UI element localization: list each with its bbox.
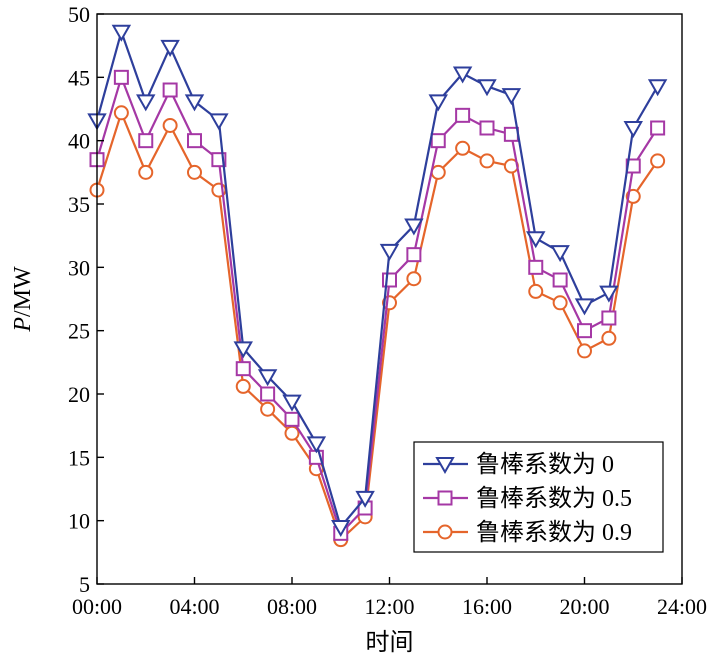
square-marker (552, 272, 568, 288)
circle-marker (552, 295, 568, 311)
circle-marker (284, 425, 300, 441)
ticks-layer: 5 10 15 20 25 30 35 40 45 50 00:00 04:00 08:00 12:00 1… (68, 2, 707, 619)
triangle-marker (355, 490, 375, 508)
triangle-marker (501, 88, 522, 106)
triangle-marker (379, 243, 400, 261)
triangle-marker (623, 121, 643, 139)
triangle-marker (435, 457, 455, 475)
square-marker (437, 490, 453, 506)
triangle-marker (233, 341, 253, 359)
triangle-marker (257, 369, 278, 387)
x-tick-label: 08:00 (267, 594, 317, 619)
x-tick-label: 00:00 (72, 594, 122, 619)
circle-marker (187, 164, 202, 180)
series-line (95, 109, 659, 542)
x-tick-label: 24:00 (657, 594, 707, 619)
square-marker (138, 133, 154, 149)
y-tick-label: 40 (68, 129, 90, 154)
legend-item: 鲁棒系数为 0 (423, 451, 614, 478)
square-marker (284, 411, 300, 427)
triangle-marker (306, 436, 327, 454)
x-axis-label: 时间 (366, 629, 414, 656)
square-marker (113, 69, 129, 85)
triangle-marker (136, 94, 156, 112)
series-line (95, 28, 659, 530)
y-tick-label: 45 (68, 65, 90, 90)
triangle-marker (331, 520, 351, 538)
square-marker (260, 386, 276, 402)
legend-item: 鲁棒系数为 0.5 (423, 485, 632, 512)
square-marker (235, 361, 251, 377)
y-tick-label: 10 (68, 509, 90, 534)
x-tick-label: 16:00 (462, 594, 512, 619)
series-layer (87, 24, 668, 548)
y-axis-label: P/MW (10, 266, 36, 333)
y-tick-label: 20 (68, 382, 90, 407)
square-marker (650, 120, 666, 136)
triangle-marker (184, 94, 205, 112)
x-tick-label: 12:00 (364, 594, 414, 619)
circle-marker (577, 343, 592, 359)
triangle-marker (160, 39, 180, 57)
circle-marker (437, 524, 453, 540)
legend-item: 鲁棒系数为 0.9 (423, 519, 632, 546)
square-marker (455, 107, 471, 123)
legend-label: 鲁棒系数为 0.9 (476, 519, 632, 546)
circle-marker (528, 283, 544, 299)
y-tick-label: 5 (79, 572, 90, 597)
triangle-marker (404, 218, 424, 236)
y-tick-label: 25 (68, 319, 90, 344)
series-2 (89, 105, 666, 548)
circle-marker (601, 330, 617, 346)
triangle-marker (452, 66, 473, 84)
circle-marker (260, 401, 276, 417)
legend: 鲁棒系数为 0 鲁棒系数为 0.5 鲁棒系数为 0.9 (413, 441, 664, 553)
triangle-marker (526, 231, 546, 249)
circle-marker (235, 378, 251, 394)
circle-marker (406, 271, 422, 287)
y-axis-label-unit: /MW (10, 266, 36, 317)
legend-label: 鲁棒系数为 0.5 (476, 485, 632, 512)
series-line (95, 73, 659, 536)
y-axis-label-symbol: P (10, 317, 36, 333)
square-marker (601, 310, 617, 326)
triangle-marker (428, 94, 448, 112)
square-marker (479, 120, 495, 136)
triangle-marker (647, 79, 668, 97)
circle-marker (479, 153, 495, 169)
square-marker (406, 247, 422, 263)
x-tick-label: 04:00 (169, 594, 219, 619)
square-marker (382, 272, 397, 288)
triangle-marker (477, 79, 497, 97)
square-marker (503, 126, 519, 142)
square-marker (430, 133, 446, 149)
series-0 (87, 24, 668, 538)
square-marker (162, 82, 178, 98)
circle-marker (430, 164, 446, 180)
square-marker (528, 259, 544, 275)
triangle-marker (574, 298, 595, 316)
y-tick-label: 50 (68, 2, 90, 27)
circle-marker (138, 164, 154, 180)
triangle-marker (550, 245, 570, 263)
y-tick-label: 15 (68, 445, 90, 470)
square-marker (187, 133, 202, 149)
triangle-marker (282, 394, 302, 412)
x-tick-label: 20:00 (559, 594, 609, 619)
square-marker (577, 323, 592, 339)
y-tick-label: 35 (68, 192, 90, 217)
legend-label: 鲁棒系数为 0 (476, 451, 614, 478)
y-tick-label: 30 (68, 255, 90, 280)
circle-marker (162, 117, 178, 133)
triangle-marker (599, 285, 619, 303)
triangle-marker (111, 24, 132, 42)
circle-marker (113, 105, 129, 121)
series-1 (89, 69, 666, 541)
circle-marker (455, 140, 471, 156)
triangle-marker (209, 113, 229, 131)
circle-marker (650, 153, 666, 169)
